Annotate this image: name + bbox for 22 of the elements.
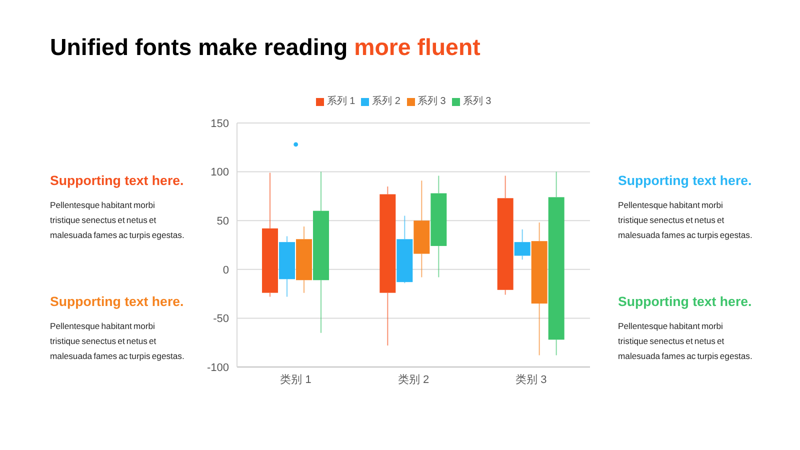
text: Pellentesque habitant morbi tristique senectus et netus et malesuada fames ac turpis egestas.: [50, 320, 186, 363]
y-tick-label: -50: [213, 313, 229, 326]
x-tick-label: 类别 1: [280, 372, 312, 386]
y-tick-label: -100: [206, 362, 229, 374]
legend-label: 系列 2: [372, 95, 400, 108]
y-tick-label: 100: [210, 166, 229, 179]
text: Supporting text here.: [50, 293, 185, 311]
legend-label: 系列 3: [462, 95, 492, 108]
text: Supporting text here.: [618, 293, 753, 311]
text: Supporting text here.: [618, 172, 753, 190]
y-tick-label: 150: [210, 118, 229, 130]
y-tick-label: 50: [216, 216, 229, 228]
text: Pellentesque habitant morbi tristique senectus et netus et malesuada fames ac turpis egestas.: [618, 320, 754, 363]
y-tick-label: 0: [222, 264, 229, 276]
x-tick-label: 类别 2: [398, 372, 430, 386]
chart-title: Unified fonts make reading more fluent: [50, 34, 480, 60]
legend-label: 系列 3: [418, 95, 446, 108]
text: Pellentesque habitant morbi tristique senectus et netus et malesuada fames ac turpis egestas.: [50, 199, 186, 242]
text: Pellentesque habitant morbi tristique senectus et netus et malesuada fames ac turpis egestas.: [618, 199, 754, 242]
legend-label: 系列 1: [326, 95, 356, 108]
x-tick-label: 类别 3: [516, 372, 547, 386]
text: Supporting text here.: [50, 172, 185, 190]
